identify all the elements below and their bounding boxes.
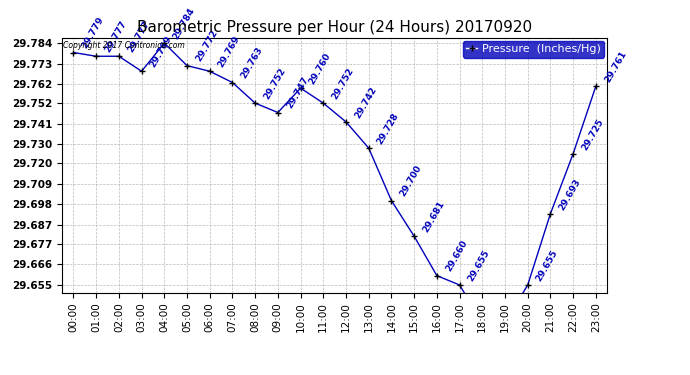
Pressure  (Inches/Hg) [297, 86, 305, 90]
Text: 29.635: 29.635 [0, 374, 1, 375]
Pressure  (Inches/Hg) [387, 198, 395, 203]
Text: 29.752: 29.752 [331, 66, 355, 101]
Text: 29.655: 29.655 [466, 248, 492, 283]
Text: 29.784: 29.784 [171, 6, 197, 41]
Text: Copyright 2017 Contronico.com: Copyright 2017 Contronico.com [63, 41, 185, 50]
Text: 29.693: 29.693 [558, 177, 582, 212]
Text: 29.769: 29.769 [148, 34, 174, 69]
Text: 29.772: 29.772 [194, 28, 219, 63]
Text: 29.681: 29.681 [421, 200, 446, 234]
Text: 29.752: 29.752 [262, 66, 287, 101]
Pressure  (Inches/Hg) [524, 283, 532, 287]
Pressure  (Inches/Hg) [410, 234, 418, 238]
Pressure  (Inches/Hg) [342, 120, 350, 124]
Text: 29.777: 29.777 [103, 19, 128, 54]
Pressure  (Inches/Hg) [319, 101, 328, 105]
Line: Pressure  (Inches/Hg): Pressure (Inches/Hg) [70, 40, 599, 325]
Text: 29.761: 29.761 [603, 50, 628, 84]
Text: 29.742: 29.742 [353, 85, 378, 120]
Pressure  (Inches/Hg) [183, 63, 191, 68]
Legend: Pressure  (Inches/Hg): Pressure (Inches/Hg) [463, 41, 604, 57]
Text: 29.747: 29.747 [285, 75, 310, 110]
Text: 29.635: 29.635 [0, 374, 1, 375]
Pressure  (Inches/Hg) [160, 41, 168, 45]
Text: 29.700: 29.700 [398, 164, 424, 198]
Pressure  (Inches/Hg) [206, 69, 214, 74]
Text: 29.769: 29.769 [217, 34, 242, 69]
Pressure  (Inches/Hg) [251, 101, 259, 105]
Pressure  (Inches/Hg) [592, 84, 600, 88]
Pressure  (Inches/Hg) [501, 320, 509, 325]
Text: 29.725: 29.725 [580, 117, 605, 152]
Text: 29.655: 29.655 [535, 248, 560, 283]
Text: 29.728: 29.728 [375, 111, 401, 146]
Pressure  (Inches/Hg) [274, 110, 282, 115]
Pressure  (Inches/Hg) [115, 54, 123, 58]
Pressure  (Inches/Hg) [478, 320, 486, 325]
Title: Barometric Pressure per Hour (24 Hours) 20170920: Barometric Pressure per Hour (24 Hours) … [137, 20, 532, 35]
Pressure  (Inches/Hg) [569, 152, 578, 156]
Pressure  (Inches/Hg) [455, 283, 464, 287]
Text: 29.777: 29.777 [126, 19, 151, 54]
Pressure  (Inches/Hg) [546, 211, 555, 216]
Pressure  (Inches/Hg) [92, 54, 100, 58]
Pressure  (Inches/Hg) [137, 69, 146, 74]
Text: 29.760: 29.760 [308, 51, 333, 86]
Text: 29.660: 29.660 [444, 239, 469, 273]
Text: 29.763: 29.763 [239, 46, 265, 80]
Pressure  (Inches/Hg) [228, 80, 237, 85]
Pressure  (Inches/Hg) [433, 273, 441, 278]
Text: 29.779: 29.779 [81, 15, 106, 50]
Pressure  (Inches/Hg) [69, 50, 77, 55]
Pressure  (Inches/Hg) [364, 146, 373, 150]
